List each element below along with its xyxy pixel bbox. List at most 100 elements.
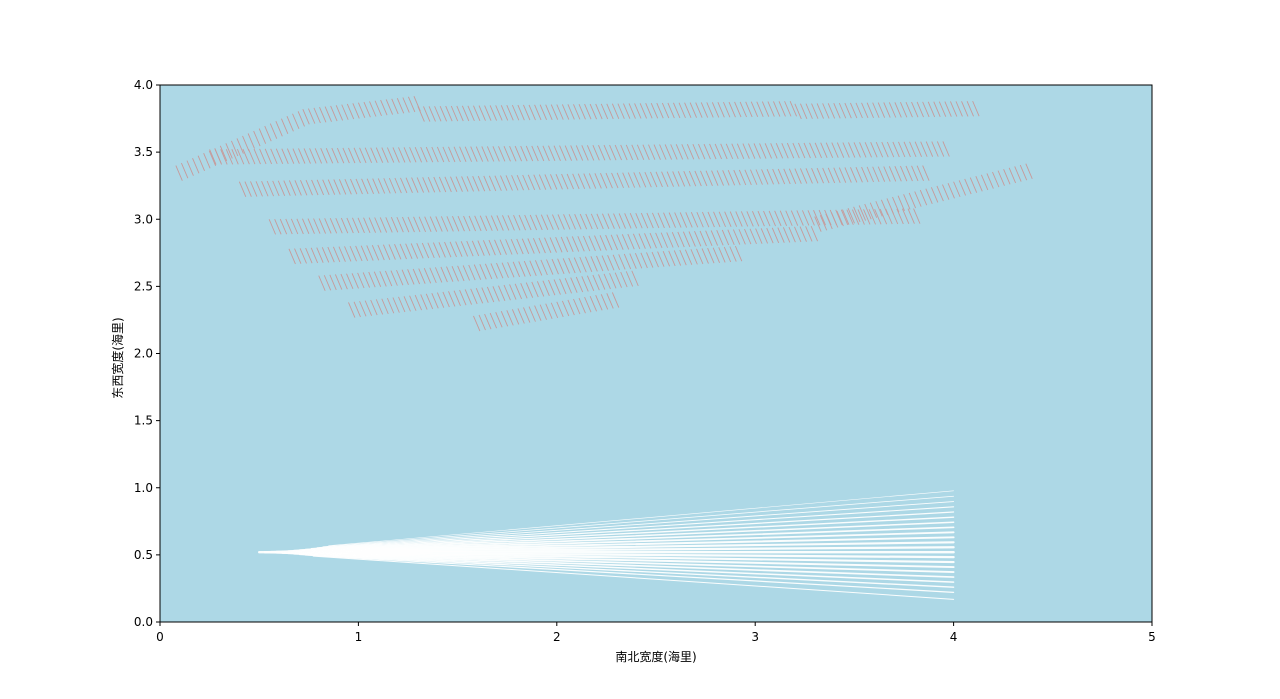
segment-mark xyxy=(911,101,919,118)
segment-mark xyxy=(646,212,654,229)
segment-mark xyxy=(571,236,580,252)
segment-mark xyxy=(822,103,830,119)
segment-mark xyxy=(922,101,930,118)
segment-mark xyxy=(836,210,844,227)
segment-mark xyxy=(550,104,559,120)
segment-mark xyxy=(435,216,443,232)
segment-mark xyxy=(628,103,636,119)
segment-mark xyxy=(709,143,717,160)
segment-mark xyxy=(477,240,485,256)
segment-mark xyxy=(314,148,323,164)
segment-mark xyxy=(346,103,355,120)
segment-mark xyxy=(820,142,828,159)
segment-mark xyxy=(370,299,378,316)
segment-mark xyxy=(335,217,343,234)
segment-mark xyxy=(752,211,760,227)
segment-mark xyxy=(560,236,569,253)
segment-mark xyxy=(540,214,549,231)
segment-mark xyxy=(418,268,426,284)
segment-mark xyxy=(1014,166,1022,182)
segment-mark xyxy=(816,103,824,119)
segment-mark xyxy=(455,241,463,257)
segment-mark xyxy=(872,102,880,118)
segment-mark xyxy=(425,146,434,163)
segment-mark xyxy=(677,171,686,187)
segment-mark xyxy=(325,147,334,164)
segment-mark xyxy=(483,175,491,192)
segment-mark xyxy=(413,216,421,233)
segment-mark xyxy=(450,176,458,192)
segment-mark xyxy=(875,201,883,217)
segment-mark xyxy=(595,295,603,311)
segment-mark xyxy=(299,248,307,264)
segment-mark xyxy=(214,149,223,165)
segment-mark xyxy=(885,208,893,225)
segment-mark xyxy=(875,141,884,158)
segment-mark xyxy=(427,177,436,193)
segment-mark xyxy=(716,170,724,186)
segment-mark xyxy=(696,248,704,265)
segment-mark xyxy=(364,300,373,316)
ray-line xyxy=(299,553,955,588)
segment-mark xyxy=(303,148,311,164)
segment-mark xyxy=(359,301,367,317)
segment-mark xyxy=(679,212,688,228)
segment-mark xyxy=(552,214,560,230)
segment-mark xyxy=(264,148,273,165)
segment-mark xyxy=(434,106,442,122)
segment-mark xyxy=(247,133,255,149)
segment-mark xyxy=(501,262,509,278)
segment-mark xyxy=(925,188,933,205)
segment-mark xyxy=(388,177,397,194)
segment-mark xyxy=(831,142,839,158)
segment-mark xyxy=(794,168,802,184)
segment-mark xyxy=(468,264,476,281)
segment-mark xyxy=(768,210,776,227)
segment-mark xyxy=(429,267,437,284)
segment-mark xyxy=(396,269,404,286)
segment-mark xyxy=(920,141,928,157)
segment-mark xyxy=(621,234,630,250)
segment-mark xyxy=(798,142,806,159)
segment-mark xyxy=(327,179,336,195)
segment-mark xyxy=(219,145,228,162)
segment-mark xyxy=(622,172,630,188)
segment-mark xyxy=(474,215,482,232)
segment-mark xyxy=(564,145,572,161)
segment-mark xyxy=(503,284,511,301)
segment-mark xyxy=(510,238,519,255)
segment-mark xyxy=(745,101,753,118)
segment-mark xyxy=(225,143,233,159)
segment-mark xyxy=(477,175,486,192)
segment-mark xyxy=(794,103,802,120)
segment-mark xyxy=(416,177,424,193)
segment-mark xyxy=(562,258,571,274)
segment-mark xyxy=(790,210,799,226)
segment-mark xyxy=(620,144,628,161)
segment-mark xyxy=(972,100,980,117)
segment-mark xyxy=(757,210,765,227)
segment-mark xyxy=(986,173,994,189)
segment-mark xyxy=(725,143,734,160)
segment-mark xyxy=(259,148,267,165)
segment-mark xyxy=(231,140,239,157)
segment-mark xyxy=(955,101,963,117)
segment-mark xyxy=(551,258,559,275)
segment-mark xyxy=(390,217,399,233)
segment-mark xyxy=(852,209,860,225)
segment-mark xyxy=(611,292,620,308)
segment-mark xyxy=(236,148,245,165)
segment-mark xyxy=(431,146,439,163)
segment-mark xyxy=(440,216,449,232)
segment-mark xyxy=(355,245,363,262)
segment-mark xyxy=(914,191,922,207)
segment-mark xyxy=(827,103,836,119)
segment-mark xyxy=(771,227,780,244)
segment-mark xyxy=(663,212,671,228)
segment-mark xyxy=(527,238,535,254)
segment-mark xyxy=(409,147,417,163)
segment-mark xyxy=(288,180,297,196)
segment-mark xyxy=(623,253,632,270)
segment-mark xyxy=(536,145,545,162)
